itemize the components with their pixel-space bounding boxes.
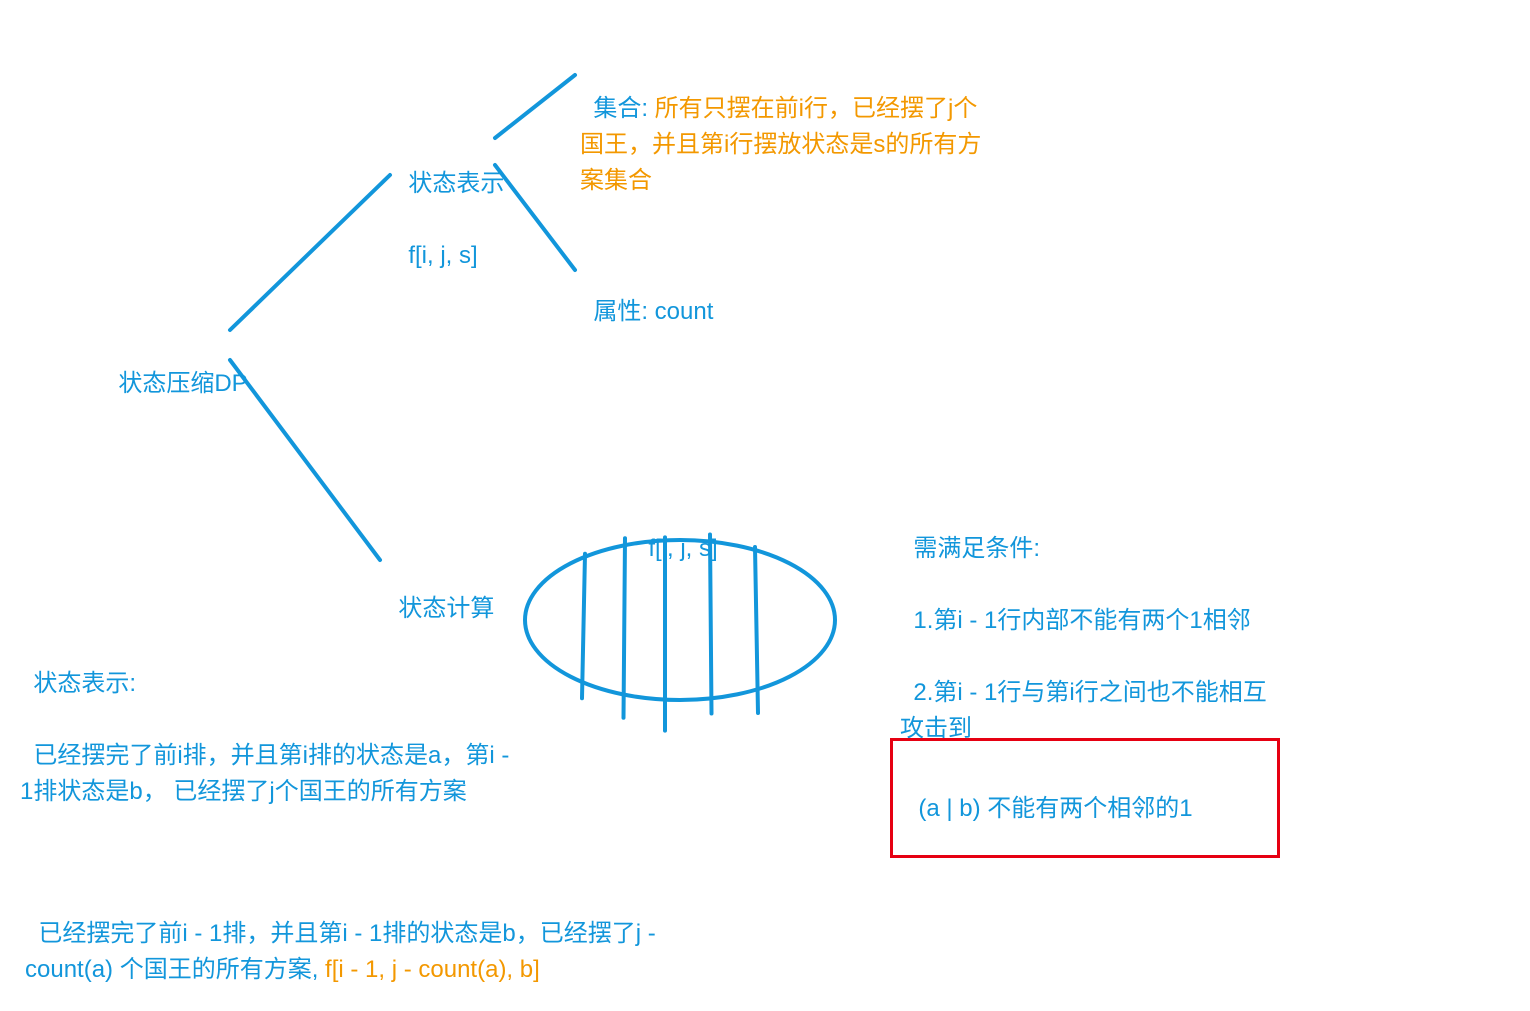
root-node: 状态压缩DP <box>105 330 248 402</box>
attr-label: 属性: count <box>593 298 713 325</box>
state-calc-node: 状态计算 <box>385 555 494 627</box>
bottom-left-title: 状态表示: <box>33 670 136 697</box>
set-prefix: 集合: <box>593 95 648 122</box>
bottom-left-body: 已经摆完了前i排，并且第i排的状态是a，第i - 1排状态是b， 已经摆了j个国… <box>20 742 516 805</box>
state-calc-label: 状态计算 <box>398 595 494 622</box>
conditions-title: 需满足条件: <box>913 535 1040 562</box>
conditions-line1: 1.第i - 1行内部不能有两个1相邻 <box>913 607 1250 634</box>
red-box-text-node: (a | b) 不能有两个相邻的1 <box>905 755 1193 827</box>
state-rep-node: 状态表示 f[i, j, s] <box>395 130 504 274</box>
root-label: 状态压缩DP <box>118 370 247 397</box>
ellipse-label: f[i, j, s] <box>648 535 717 562</box>
conditions-node: 需满足条件: 1.第i - 1行内部不能有两个1相邻 2.第i - 1行与第i行… <box>900 495 1280 747</box>
attr-node: 属性: count <box>580 258 713 330</box>
conditions-line2: 2.第i - 1行与第i行之间也不能相互攻击到 <box>900 679 1267 742</box>
red-box-text: (a | b) 不能有两个相邻的1 <box>918 795 1192 822</box>
bottom-left-node: 状态表示: 已经摆完了前i排，并且第i排的状态是a，第i - 1排状态是b， 已… <box>20 630 510 810</box>
state-rep-title: 状态表示 <box>408 170 504 197</box>
bottom-line2-node: 已经摆完了前i - 1排，并且第i - 1排的状态是b，已经摆了j - coun… <box>25 880 745 988</box>
state-rep-subtitle: f[i, j, s] <box>408 242 477 269</box>
set-desc: 集合: 所有只摆在前i行，已经摆了j个国王，并且第i行摆放状态是s的所有方案集合 <box>580 55 1000 199</box>
ellipse-label-node: f[i, j, s] <box>635 495 718 567</box>
bottom-line2-part2: f[i - 1, j - count(a), b] <box>325 956 540 983</box>
